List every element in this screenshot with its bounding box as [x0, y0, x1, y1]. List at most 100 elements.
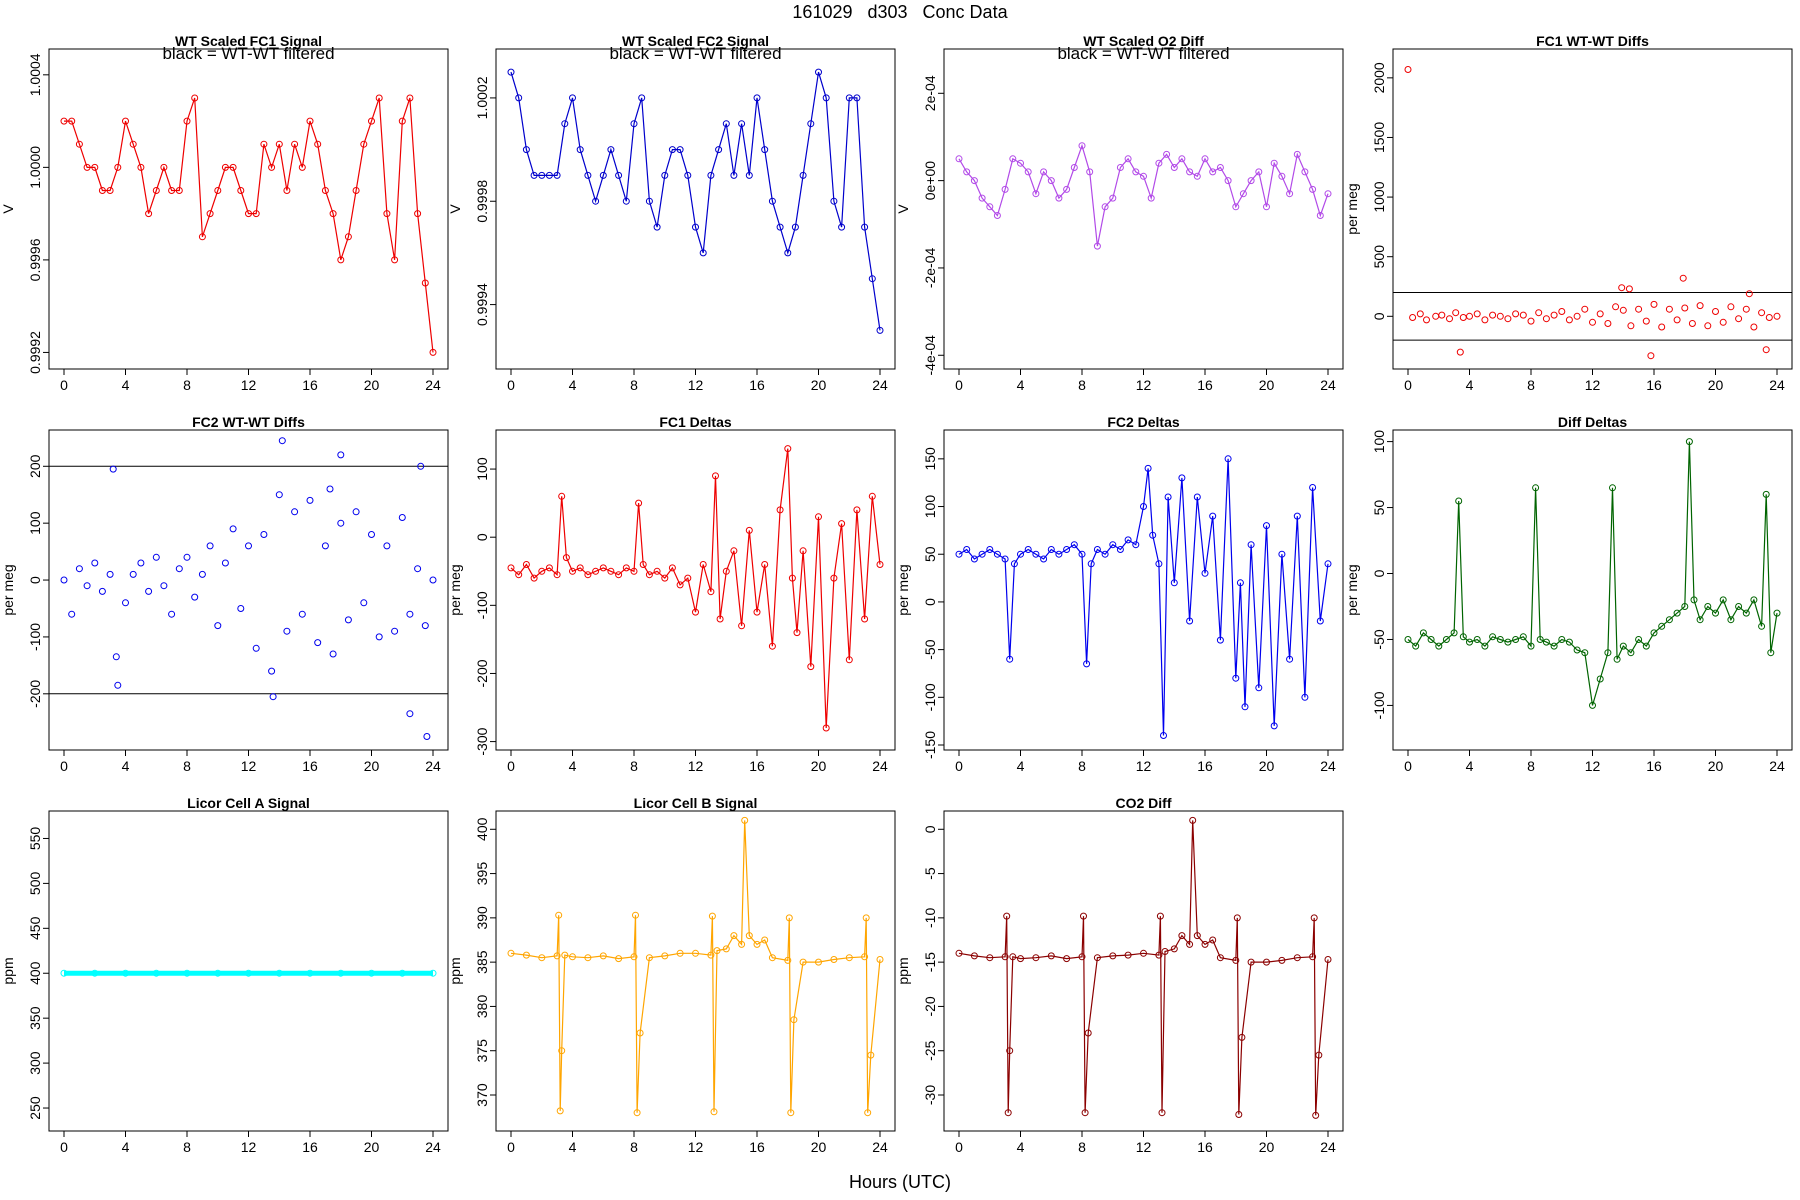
y-tick-label: -10: [922, 908, 938, 928]
data-point: [1063, 546, 1071, 553]
data-point: [314, 140, 322, 148]
data-point: [1324, 956, 1332, 963]
y-tick-label: 395: [474, 862, 490, 886]
chart-title: FC2 Deltas: [1107, 414, 1180, 430]
data-point: [214, 187, 222, 194]
x-tick-label: 8: [1078, 1139, 1086, 1155]
data-point: [558, 1047, 566, 1055]
data-point: [1040, 168, 1048, 176]
data-point: [198, 233, 206, 241]
x-tick-label: 0: [60, 1139, 68, 1155]
data-point: [862, 914, 870, 922]
y-tick-label: -200: [474, 659, 490, 687]
series-p4: [1404, 66, 1781, 360]
data-point: [1247, 177, 1255, 185]
data-point: [645, 197, 653, 205]
data-point: [784, 445, 792, 453]
data-point: [1696, 302, 1704, 310]
chart-title: Diff Deltas: [1558, 414, 1627, 430]
data-point: [753, 94, 761, 102]
x-tick-label: 4: [569, 1139, 577, 1155]
data-point: [830, 197, 838, 205]
x-tick-label: 0: [507, 377, 515, 393]
data-point: [1293, 150, 1301, 158]
data-point: [152, 187, 160, 194]
data-point: [1232, 956, 1240, 964]
data-point: [1278, 172, 1286, 180]
data-point: [269, 693, 277, 701]
data-point: [1124, 951, 1132, 959]
data-point: [229, 525, 237, 533]
data-point: [1625, 285, 1633, 293]
x-tick-label: 4: [1466, 758, 1474, 774]
data-point: [1673, 609, 1681, 617]
data-point: [237, 605, 245, 612]
x-tick-label: 20: [364, 758, 380, 774]
x-tick-label: 0: [955, 1139, 963, 1155]
series-line: [64, 97, 434, 353]
data-point: [1316, 212, 1324, 219]
data-point: [175, 565, 183, 573]
data-point: [1241, 703, 1249, 711]
data-point: [1685, 438, 1693, 446]
data-point: [1665, 305, 1673, 313]
data-point: [1080, 912, 1087, 920]
data-point: [1093, 242, 1101, 250]
data-point: [1596, 675, 1604, 683]
data-point: [507, 949, 515, 957]
data-point: [986, 546, 994, 553]
data-point: [1086, 168, 1094, 176]
y-axis-label: per meg: [1344, 564, 1360, 615]
data-point: [986, 203, 994, 211]
data-point: [538, 954, 546, 962]
y-axis-label: V: [0, 204, 16, 214]
data-point: [1024, 546, 1032, 553]
data-point: [129, 140, 137, 148]
y-tick-label: 1.0000: [27, 146, 43, 189]
data-point: [1232, 203, 1240, 211]
x-tick-label: 20: [364, 1139, 380, 1155]
data-point: [561, 120, 569, 128]
data-point: [1001, 185, 1009, 193]
data-point: [114, 163, 122, 171]
data-point: [1688, 320, 1696, 327]
data-point: [1270, 722, 1278, 730]
data-point: [129, 570, 137, 578]
data-point: [326, 485, 334, 493]
data-point: [1719, 596, 1727, 604]
data-point: [1481, 316, 1489, 324]
data-point: [168, 187, 176, 194]
data-point: [1473, 310, 1481, 318]
data-point: [429, 576, 437, 584]
data-point: [615, 171, 623, 179]
x-tick-label: 20: [1259, 758, 1275, 774]
series-p7: [955, 455, 1332, 739]
data-point: [368, 531, 375, 538]
data-point: [1160, 732, 1167, 739]
data-point: [822, 94, 830, 102]
data-point: [562, 554, 570, 562]
data-point: [978, 550, 986, 558]
data-point: [1149, 531, 1157, 539]
data-point: [684, 171, 692, 179]
data-point: [337, 519, 345, 527]
x-tick-label: 16: [302, 377, 318, 393]
data-point: [183, 117, 191, 125]
plot-frame: [495, 48, 896, 370]
data-point: [707, 171, 715, 179]
data-point: [1216, 636, 1224, 644]
x-tick-label: 12: [241, 377, 257, 393]
chart-p5: FC2 WT-WT Diffs per meg 0 4 8 12 16 20 24 -200 -10…: [0, 414, 449, 774]
data-point: [1209, 512, 1217, 520]
y-tick-label: 550: [27, 827, 43, 851]
x-tick-label: 20: [1259, 1139, 1275, 1155]
data-point: [638, 94, 646, 102]
data-point: [260, 140, 268, 148]
data-point: [283, 627, 291, 635]
x-tick-label: 8: [1527, 758, 1535, 774]
x-tick-label: 16: [1197, 1139, 1213, 1155]
y-tick-label: -300: [474, 727, 490, 755]
y-tick-label: 200: [27, 454, 43, 478]
data-point: [229, 163, 237, 171]
